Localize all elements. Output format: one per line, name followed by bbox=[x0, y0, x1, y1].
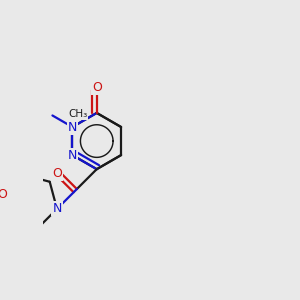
Text: N: N bbox=[52, 202, 62, 215]
Text: CH₃: CH₃ bbox=[68, 109, 87, 119]
Text: O: O bbox=[92, 81, 102, 94]
Text: N: N bbox=[68, 148, 77, 162]
Text: O: O bbox=[0, 188, 8, 201]
Text: O: O bbox=[52, 167, 62, 180]
Text: N: N bbox=[68, 121, 77, 134]
